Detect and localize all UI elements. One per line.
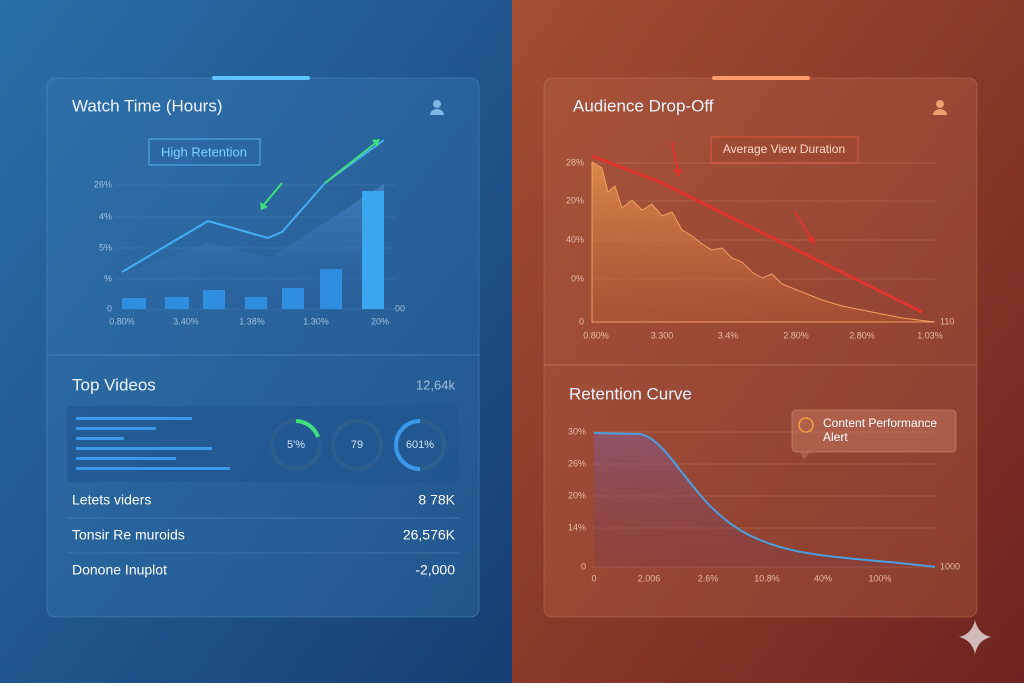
right-card: Audience Drop-Off Average View Duration …	[543, 76, 978, 618]
sparkle	[959, 620, 991, 654]
badge: High Retention	[161, 144, 247, 159]
right-label: 1000	[940, 561, 960, 571]
row-value: -2,000	[415, 562, 455, 578]
x-tick-label: 1.38%	[239, 316, 265, 326]
left-bg	[0, 0, 512, 683]
x-tick-label: 0.80%	[583, 330, 609, 340]
y-tick-label: 5%	[99, 242, 112, 252]
y-tick-label: 4%	[99, 211, 112, 221]
x-tick-label: 2.006	[638, 573, 661, 583]
x-tick-label: 3.300	[651, 330, 674, 340]
x-tick-label: 0	[591, 573, 596, 583]
x-tick-label: 2.80%	[849, 330, 875, 340]
section-title: Top Videos	[72, 375, 156, 394]
y-tick-label: 20%	[566, 195, 584, 205]
ring-label: 79	[351, 439, 363, 451]
badge: Average View Duration	[723, 142, 845, 156]
y-tick-label: 40%	[566, 234, 584, 244]
y-tick-label: 14%	[568, 522, 586, 532]
section-title: Retention Curve	[569, 384, 692, 403]
x-tick-label: 3.40%	[173, 316, 199, 326]
y-tick-label: 26%	[94, 179, 112, 189]
right-label: 00	[395, 303, 405, 313]
alert: Content Performance Alert	[823, 416, 938, 444]
row-name: Donone Inuplot	[72, 562, 167, 578]
y-tick-label: 28%	[566, 157, 584, 167]
x-tick-label: 1.30%	[303, 316, 329, 326]
y-tick-label: 30%	[568, 426, 586, 436]
total: 12,64k	[416, 377, 456, 392]
x-tick-label: 40%	[814, 573, 832, 583]
x-tick-label: 2.6%	[698, 573, 719, 583]
ring-label: 5'%	[287, 439, 305, 451]
left-card: Watch Time (Hours) High Retention 26% 4% 5…	[46, 76, 480, 618]
alert-box: Content Performance Alert	[823, 416, 938, 444]
y-tick-label: 20%	[568, 490, 586, 500]
title: Audience Drop-Off	[573, 96, 714, 115]
x-tick-label: 20%	[371, 316, 389, 326]
y-tick-label: 0	[107, 303, 112, 313]
x-tick-label: 3.4%	[718, 330, 739, 340]
y-tick-label: 26%	[568, 458, 586, 468]
title: Watch Time (Hours)	[72, 96, 223, 115]
row-value: 26,576K	[403, 527, 456, 543]
y-tick-label: 0	[579, 316, 584, 326]
y-tick-label: 0	[581, 561, 586, 571]
x-tick-label: 2.80%	[783, 330, 809, 340]
x-tick-label: 10.8%	[754, 573, 780, 583]
row-value: 8 78K	[418, 492, 455, 508]
ring-label: 601%	[406, 439, 434, 451]
y-tick-label: %	[104, 273, 112, 283]
row-name: Tonsir Re muroids	[72, 527, 185, 543]
y-tick-label: 0%	[571, 273, 584, 283]
x-tick-label: 0.80%	[109, 316, 135, 326]
row-name: Letets viders	[72, 492, 151, 508]
x-tick-label: 1.03%	[917, 330, 943, 340]
x-tick-label: 100%	[868, 573, 891, 583]
right-label: 110	[940, 316, 954, 326]
